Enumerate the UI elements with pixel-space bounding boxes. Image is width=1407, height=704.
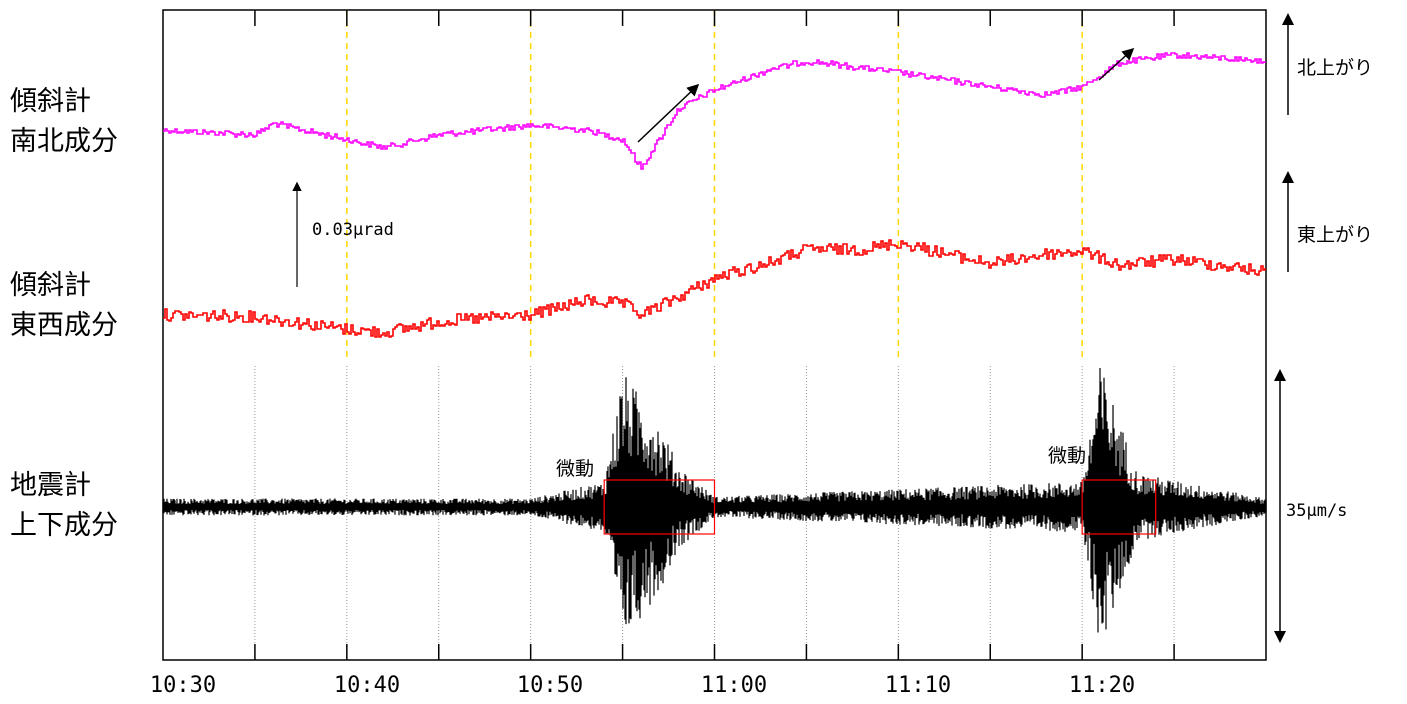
data-traces — [162, 52, 1267, 633]
tilt-scale-label: 0.03μrad — [312, 220, 394, 240]
x-tick-label-5: 11:20 — [1068, 673, 1136, 698]
tilt-ew-label-line2: 東西成分 — [10, 310, 118, 341]
east-up-label: 東上がり — [1297, 224, 1374, 246]
tilt-ns-label-line2: 南北成分 — [10, 126, 118, 157]
north-up-label: 北上がり — [1297, 57, 1374, 79]
tilt-ew-label: 傾斜計 東西成分 — [10, 266, 118, 346]
seis-label-line1: 地震計 — [10, 470, 91, 501]
seis-label: 地震計 上下成分 — [10, 466, 118, 546]
annotation-arrows — [292, 13, 1294, 643]
tilt-ew-trace — [163, 239, 1266, 338]
tremor-label-1: 微動 — [556, 458, 595, 480]
change-arrow-2 — [1098, 47, 1135, 81]
tremor-box-1 — [603, 479, 716, 535]
tilt-ew-label-line1: 傾斜計 — [10, 270, 91, 301]
tilt-ns-label-line1: 傾斜計 — [10, 86, 91, 117]
x-tick-label-3: 11:00 — [700, 673, 768, 698]
x-tick-label-0: 10:30 — [149, 673, 217, 698]
tremor-boxes — [603, 479, 1157, 535]
change-arrow-1 — [637, 83, 700, 143]
x-tick-label-4: 11:10 — [884, 673, 952, 698]
seismic-trace — [162, 368, 1267, 633]
seis-label-line2: 上下成分 — [10, 510, 118, 541]
tilt-ns-trace — [163, 52, 1266, 170]
x-tick-label-1: 10:40 — [333, 673, 401, 698]
tilt-ns-label: 傾斜計 南北成分 — [10, 82, 118, 162]
tremor-label-2: 微動 — [1048, 445, 1087, 467]
x-tick-label-2: 10:50 — [516, 673, 584, 698]
x-axis-ticks — [254, 10, 1175, 660]
tremor-box-2 — [1081, 479, 1157, 535]
seis-scale-label: 35μm/s — [1286, 501, 1348, 521]
